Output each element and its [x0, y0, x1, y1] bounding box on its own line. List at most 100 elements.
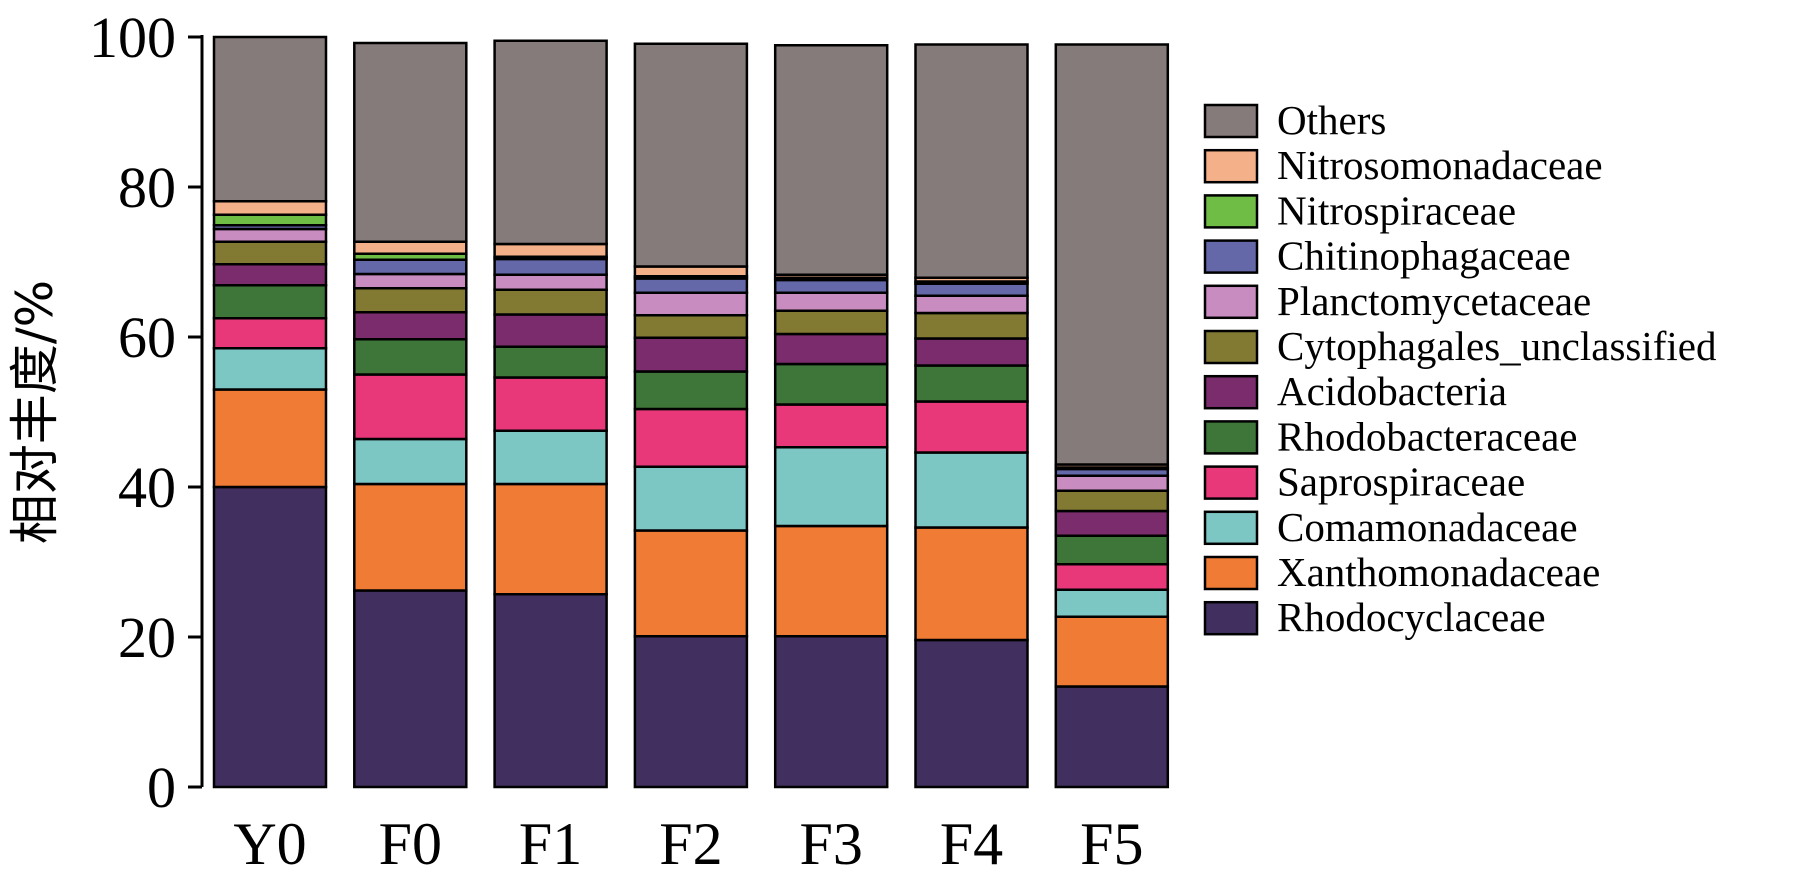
legend-label: Saprospiraceae: [1277, 459, 1525, 505]
bar-segment-f1-comamonadaceae: [493, 429, 608, 486]
bar-segment-f3-xanthomonadaceae: [773, 524, 889, 638]
bar-segment-f0-saprospiraceae: [353, 373, 468, 441]
bar-segment-f0-acidobacteria: [353, 311, 468, 341]
bar-segment-f4-others: [914, 43, 1029, 279]
legend-swatch: [1203, 600, 1259, 636]
bar-segment-f4-cytophagales-unclassified: [914, 311, 1029, 340]
legend-label: Cytophagales_unclassified: [1277, 323, 1717, 369]
bar-segment-f3-acidobacteria: [773, 332, 889, 366]
bar-segment-f2-comamonadaceae: [633, 465, 749, 532]
bar-segment-f2-rhodocyclaceae: [633, 635, 749, 789]
bar-segment-f0-comamonadaceae: [353, 437, 468, 486]
y-tick-label: 100: [89, 5, 176, 70]
bar-segment-f4-rhodocyclaceae: [914, 638, 1029, 789]
x-axis-categories: Y0 F0 F1 F2 F3 F4 F5: [233, 811, 1143, 877]
legend: OthersNitrosomonadaceaeNitrospiraceaeChi…: [1203, 97, 1717, 640]
y-axis-label: 相对丰度/%: [6, 280, 64, 544]
bar-segment-f0-rhodobacteraceae: [353, 338, 468, 376]
legend-label: Rhodocyclaceae: [1277, 594, 1546, 640]
bar-segment-f3-cytophagales-unclassified: [773, 309, 889, 336]
y-tick-label: 80: [118, 155, 176, 220]
x-category-label: F5: [1080, 811, 1143, 877]
bar-segment-f3-chitinophagaceae: [773, 278, 889, 294]
legend-swatch: [1203, 148, 1259, 184]
y-tick-label: 20: [118, 605, 176, 670]
bar-segment-y0-nitrospiraceae: [212, 213, 328, 227]
bar-segment-f2-xanthomonadaceae: [633, 529, 749, 638]
bar-segment-f1-acidobacteria: [493, 313, 608, 348]
bar-segment-y0-cytophagales-unclassified: [212, 240, 328, 266]
legend-label: Nitrospiraceae: [1277, 187, 1516, 233]
bar-segment-f4-chitinophagaceae: [914, 282, 1029, 297]
legend-swatch: [1203, 420, 1259, 455]
legend-swatch: [1203, 239, 1259, 274]
bar-segment-f2-rhodobacteraceae: [633, 370, 749, 411]
bar-segment-y0-xanthomonadaceae: [212, 388, 328, 489]
y-axis-label-group: 相对丰度/%: [6, 280, 64, 544]
legend-label: Comamonadaceae: [1277, 504, 1578, 550]
x-category-label: F0: [379, 811, 442, 877]
y-axis-ticks: 0 20 40 60 80 100: [89, 5, 202, 820]
bar-segment-f4-planctomycetaceae: [914, 294, 1029, 315]
bar-segment-f3-rhodocyclaceae: [773, 635, 889, 789]
y-tick-label: 40: [118, 455, 176, 520]
bar-segment-y0-rhodobacteraceae: [212, 284, 328, 320]
bar-segment-y0-rhodocyclaceae: [212, 485, 328, 789]
bar-segment-f4-xanthomonadaceae: [914, 526, 1029, 642]
bar-segment-f4-saprospiraceae: [914, 400, 1029, 454]
bar-segment-f5-acidobacteria: [1054, 509, 1170, 537]
bar-segment-f4-acidobacteria: [914, 337, 1029, 367]
bar-segment-f3-saprospiraceae: [773, 403, 889, 449]
legend-swatch: [1203, 194, 1259, 229]
y-tick-label: 60: [118, 305, 176, 370]
bar-segment-y0-saprospiraceae: [212, 317, 328, 350]
bar-segment-f3-others: [773, 44, 889, 276]
bar-segment-f5-xanthomonadaceae: [1054, 615, 1170, 688]
legend-swatch: [1203, 329, 1259, 365]
bar-segment-f0-cytophagales-unclassified: [353, 287, 468, 314]
bar-segment-f1-planctomycetaceae: [493, 273, 608, 291]
bar-segment-f2-saprospiraceae: [633, 407, 749, 468]
bar-segment-f3-comamonadaceae: [773, 446, 889, 528]
bar-segment-f2-nitrosomonadaceae: [633, 265, 749, 278]
x-category-label: F3: [800, 811, 863, 877]
x-category-label: Y0: [233, 811, 306, 877]
bar-segment-f2-chitinophagaceae: [633, 277, 749, 294]
bar-segment-f0-planctomycetaceae: [353, 272, 468, 290]
bar-segment-y0-planctomycetaceae: [212, 227, 328, 243]
bar-segment-y0-acidobacteria: [212, 263, 328, 287]
bar-segment-f0-others: [353, 41, 468, 243]
bar-segment-f1-rhodobacteraceae: [493, 345, 608, 379]
bar-segment-f2-planctomycetaceae: [633, 291, 749, 317]
bar-segment-f1-chitinophagaceae: [493, 257, 608, 276]
bar-segment-f0-nitrosomonadaceae: [353, 240, 468, 255]
bar-segment-f2-acidobacteria: [633, 336, 749, 373]
legend-swatch: [1203, 374, 1259, 410]
bar-segment-f1-cytophagales-unclassified: [493, 288, 608, 316]
bar-segment-y0-comamonadaceae: [212, 347, 328, 391]
legend-swatch: [1203, 465, 1259, 500]
bar-segment-f3-rhodobacteraceae: [773, 362, 889, 406]
bar-segment-f2-cytophagales-unclassified: [633, 314, 749, 339]
bar-segment-f1-nitrosomonadaceae: [493, 242, 608, 258]
x-category-label: F1: [519, 811, 582, 877]
legend-label: Nitrosomonadaceae: [1277, 142, 1603, 188]
bar-segment-f5-rhodocyclaceae: [1054, 685, 1170, 789]
bars: [212, 35, 1170, 789]
bar-segment-f5-comamonadaceae: [1054, 588, 1170, 618]
legend-swatch: [1203, 510, 1259, 546]
bar-segment-f5-rhodobacteraceae: [1054, 534, 1170, 566]
legend-swatch: [1203, 284, 1259, 320]
legend-label: Chitinophagaceae: [1277, 233, 1571, 279]
y-tick-label: 0: [147, 755, 176, 820]
bar-segment-f1-rhodocyclaceae: [493, 593, 608, 789]
bar-segment-f0-chitinophagaceae: [353, 258, 468, 276]
x-category-label: F2: [659, 811, 722, 877]
legend-label: Rhodobacteraceae: [1277, 413, 1577, 459]
bar-segment-f1-others: [493, 39, 608, 246]
bar-segment-f0-rhodocyclaceae: [353, 589, 468, 789]
bar-segment-f3-planctomycetaceae: [773, 291, 889, 312]
legend-label: Acidobacteria: [1277, 368, 1507, 414]
legend-label: Planctomycetaceae: [1277, 278, 1591, 324]
